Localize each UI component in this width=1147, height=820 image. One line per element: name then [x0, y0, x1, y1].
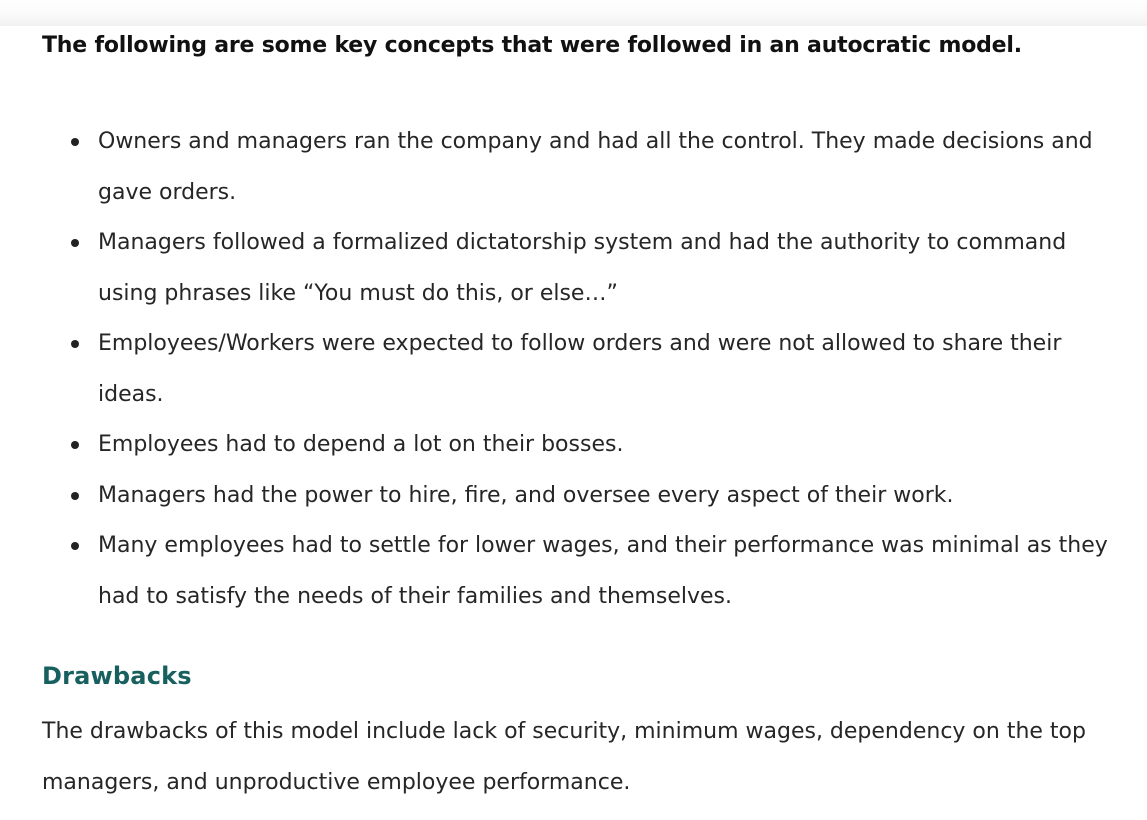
list-item-text: Owners and managers ran the company and … [98, 129, 1093, 205]
drawbacks-paragraph: The drawbacks of this model include lack… [42, 719, 1086, 795]
list-item: Employees had to depend a lot on their b… [42, 420, 1122, 471]
drawbacks-heading: Drawbacks [42, 662, 192, 690]
list-item-text: Employees/Workers were expected to follo… [98, 331, 1062, 407]
list-item-text: Managers had the power to hire, fire, an… [98, 482, 954, 508]
bullet-icon [71, 542, 79, 550]
top-shadow-bar [0, 0, 1147, 26]
list-item-text: Managers followed a formalized dictators… [98, 230, 1067, 306]
key-concepts-list: Owners and managers ran the company and … [42, 117, 1122, 622]
bullet-icon [71, 239, 79, 247]
intro-heading: The following are some key concepts that… [42, 33, 1022, 58]
bullet-icon [71, 340, 79, 348]
article-body: The following are some key concepts that… [42, 28, 1122, 808]
list-item: Many employees had to settle for lower w… [42, 521, 1122, 622]
list-item: Managers followed a formalized dictators… [42, 218, 1122, 319]
bullet-icon [71, 138, 79, 146]
bullet-icon [71, 491, 79, 500]
list-item-text: Many employees had to settle for lower w… [98, 533, 1108, 609]
bullet-icon [71, 441, 79, 449]
list-item: Managers had the power to hire, fire, an… [42, 471, 1122, 522]
list-item-text: Employees had to depend a lot on their b… [98, 432, 624, 457]
list-item: Owners and managers ran the company and … [42, 117, 1122, 218]
list-item: Employees/Workers were expected to follo… [42, 319, 1122, 420]
